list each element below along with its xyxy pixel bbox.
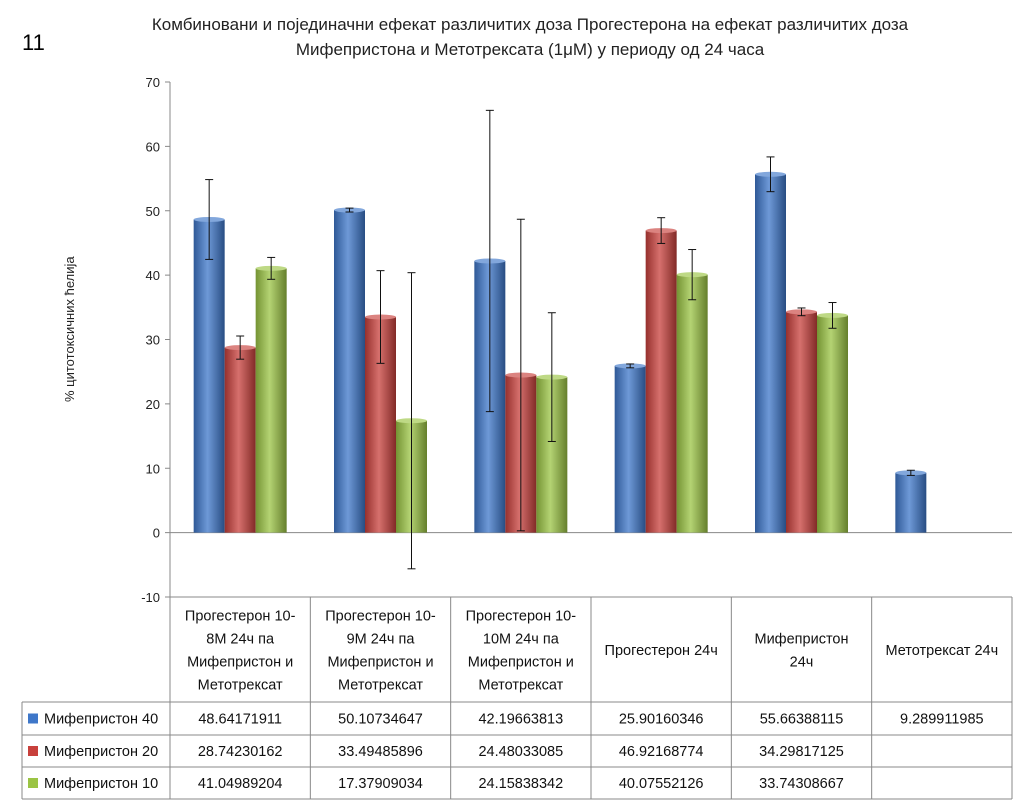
bar	[676, 274, 708, 533]
chart-title: Комбиновани и појединачни ефекат различи…	[100, 12, 960, 62]
bar	[614, 365, 646, 533]
y-tick-label: 30	[146, 333, 160, 348]
data-label: 33.74308667	[759, 776, 844, 792]
bar	[755, 174, 786, 533]
y-tick-label: 60	[146, 139, 160, 154]
bar	[786, 311, 817, 533]
data-label: 28.74230162	[198, 744, 283, 760]
data-label: 55.66388115	[760, 712, 844, 728]
page-number: 11	[22, 30, 45, 55]
data-label: 24.15838342	[478, 776, 563, 792]
y-tick-label: 70	[146, 75, 160, 90]
x-category-label: Прогестерон 10-9М 24ч па Мифепристон и Мет…	[325, 609, 436, 694]
data-label: 42.19663813	[478, 712, 563, 728]
legend-swatch	[28, 778, 38, 788]
data-label: 41.04989204	[198, 776, 283, 792]
data-label: 24.48033085	[478, 744, 563, 760]
bar	[224, 347, 256, 533]
x-category-label: Прогестерон 24ч	[605, 643, 718, 659]
y-tick-label: 20	[146, 397, 160, 412]
x-category-label: Мифепристон 24ч	[755, 632, 849, 671]
y-tick-label: 10	[146, 461, 160, 476]
data-label: 50.10734647	[338, 712, 423, 728]
y-tick-label: 40	[146, 268, 160, 283]
legend-swatch	[28, 713, 38, 724]
data-label: 25.90160346	[619, 712, 704, 728]
bar	[645, 230, 677, 533]
data-label: 33.49485896	[338, 744, 423, 760]
bar	[193, 219, 225, 533]
legend-swatch	[28, 746, 38, 756]
data-label: 9.289911985	[900, 712, 984, 728]
bar	[895, 472, 927, 533]
legend-entry: Мифепристон 20	[44, 744, 158, 760]
bar	[817, 315, 848, 533]
data-label: 17.37909034	[338, 776, 423, 792]
y-tick-label: 50	[146, 204, 160, 219]
x-category-label: Прогестерон 10-10М 24ч па Мифепристон и Ме…	[466, 609, 577, 694]
bar	[255, 268, 287, 533]
x-category-label: Метотрексат 24ч	[885, 643, 998, 659]
chart-title-line: Мифепристона и Метотрексата (1μM) у пери…	[295, 40, 765, 59]
data-label: 48.64171911	[198, 712, 282, 728]
legend-entry: Мифепристон 40	[44, 712, 158, 728]
bar	[334, 210, 365, 533]
data-label: 34.29817125	[759, 744, 844, 760]
y-tick-label: -10	[141, 590, 160, 605]
data-label: 46.92168774	[619, 744, 704, 760]
legend-entry: Мифепристон 10	[44, 776, 158, 792]
y-tick-label: 0	[153, 526, 160, 541]
x-category-label: Прогестерон 10-8М 24ч па Мифепристон и Мет…	[185, 609, 296, 694]
data-label: 40.07552126	[619, 776, 704, 792]
chart-title-line: Комбиновани и појединачни ефекат различи…	[151, 15, 909, 34]
